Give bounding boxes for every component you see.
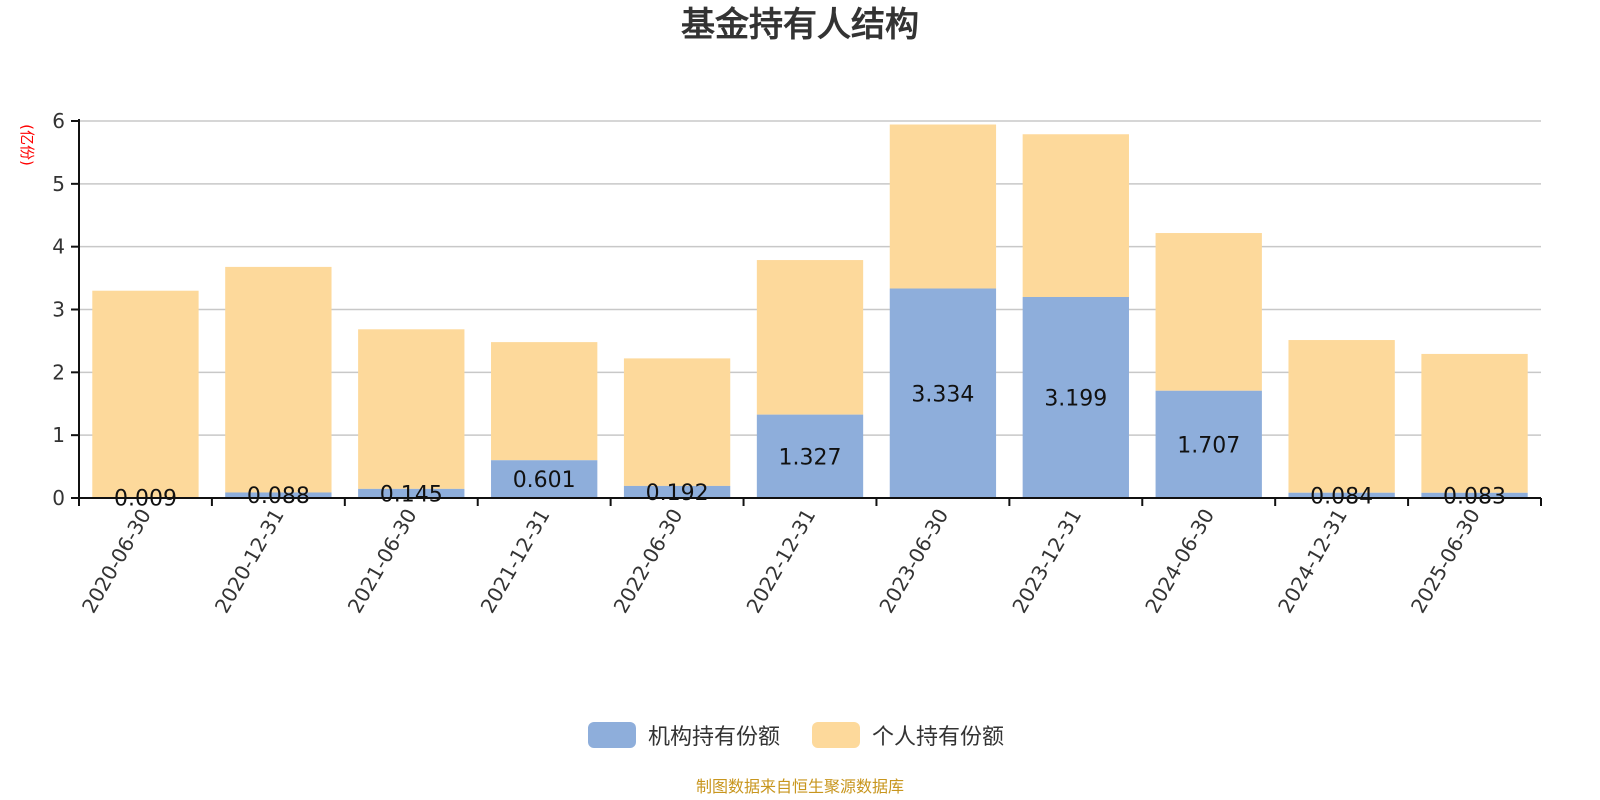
y-tick-label: 5 <box>52 172 65 196</box>
legend-label-institutional[interactable]: 机构持有份额 <box>648 725 780 750</box>
bar-institutional[interactable] <box>1155 390 1262 498</box>
bar-individual[interactable] <box>358 329 465 489</box>
x-tick-label: 2023-12-31 <box>1007 505 1086 618</box>
data-label-institutional: 0.088 <box>247 484 310 509</box>
y-tick-label: 6 <box>52 109 65 133</box>
bar-individual[interactable] <box>1421 353 1528 493</box>
chart-title: 基金持有人结构 <box>681 5 919 45</box>
source-note: 制图数据来自恒生聚源数据库 <box>696 777 904 796</box>
bar-institutional[interactable] <box>889 288 997 498</box>
data-label-institutional: 0.083 <box>1443 484 1506 509</box>
bar-individual[interactable] <box>756 260 864 415</box>
data-label-institutional: 0.009 <box>114 487 177 512</box>
x-tick-label: 2023-06-30 <box>874 505 953 618</box>
bar-institutional[interactable] <box>1022 296 1129 498</box>
data-labels: 0.009 0.088 0.145 0.601 0.192 1.327 3.334 3.199… <box>114 382 1506 511</box>
data-label-institutional: 1.707 <box>1177 433 1240 458</box>
x-tick-label: 2021-12-31 <box>476 505 555 618</box>
y-axis-unit: (亿份) <box>18 124 36 166</box>
bar-institutional[interactable] <box>1288 492 1395 498</box>
data-label-institutional: 3.334 <box>911 382 974 407</box>
y-tick-label: 1 <box>52 423 65 447</box>
bar-institutional[interactable] <box>623 485 731 498</box>
data-label-institutional: 0.084 <box>1310 484 1373 509</box>
x-tick-label: 2024-12-31 <box>1273 505 1352 618</box>
x-tick-label: 2022-12-31 <box>741 505 820 618</box>
x-tick-label: 2020-06-30 <box>77 505 156 618</box>
bar-individual[interactable] <box>1288 340 1395 493</box>
data-label-institutional: 0.192 <box>646 481 709 506</box>
legend: 机构持有份额 个人持有份额 <box>588 722 1004 750</box>
x-tick-label: 2024-06-30 <box>1140 505 1219 618</box>
x-tick-label: 2022-06-30 <box>609 505 688 618</box>
x-tick-label: 2025-06-30 <box>1406 505 1485 618</box>
legend-swatch-institutional[interactable] <box>588 722 636 748</box>
bar-individual[interactable] <box>889 124 997 289</box>
bar-institutional[interactable] <box>491 460 598 498</box>
data-label-institutional: 3.199 <box>1044 386 1107 411</box>
y-tick-label: 4 <box>52 235 65 259</box>
bar-individual[interactable] <box>623 358 731 486</box>
x-tick-label: 2021-06-30 <box>343 504 422 617</box>
bar-individual[interactable] <box>1022 134 1129 297</box>
y-tick-label: 2 <box>52 360 65 384</box>
bar-institutional[interactable] <box>1421 492 1528 498</box>
bar-individual[interactable] <box>225 266 332 493</box>
y-tick-label: 3 <box>52 298 65 322</box>
bars <box>92 124 1528 498</box>
data-label-institutional: 1.327 <box>779 445 842 470</box>
bar-institutional[interactable] <box>225 492 332 498</box>
bar-individual[interactable] <box>92 290 199 498</box>
bar-individual[interactable] <box>1155 233 1262 391</box>
bar-institutional[interactable] <box>756 414 864 498</box>
data-label-institutional: 0.145 <box>380 482 443 507</box>
x-tick-label: 2020-12-31 <box>210 505 289 618</box>
legend-label-individual[interactable]: 个人持有份额 <box>872 725 1004 750</box>
legend-swatch-individual[interactable] <box>812 722 860 748</box>
data-label-institutional: 0.601 <box>513 468 576 493</box>
y-tick-label: 0 <box>52 486 65 510</box>
bar-individual[interactable] <box>491 342 598 461</box>
bar-institutional[interactable] <box>358 488 465 498</box>
